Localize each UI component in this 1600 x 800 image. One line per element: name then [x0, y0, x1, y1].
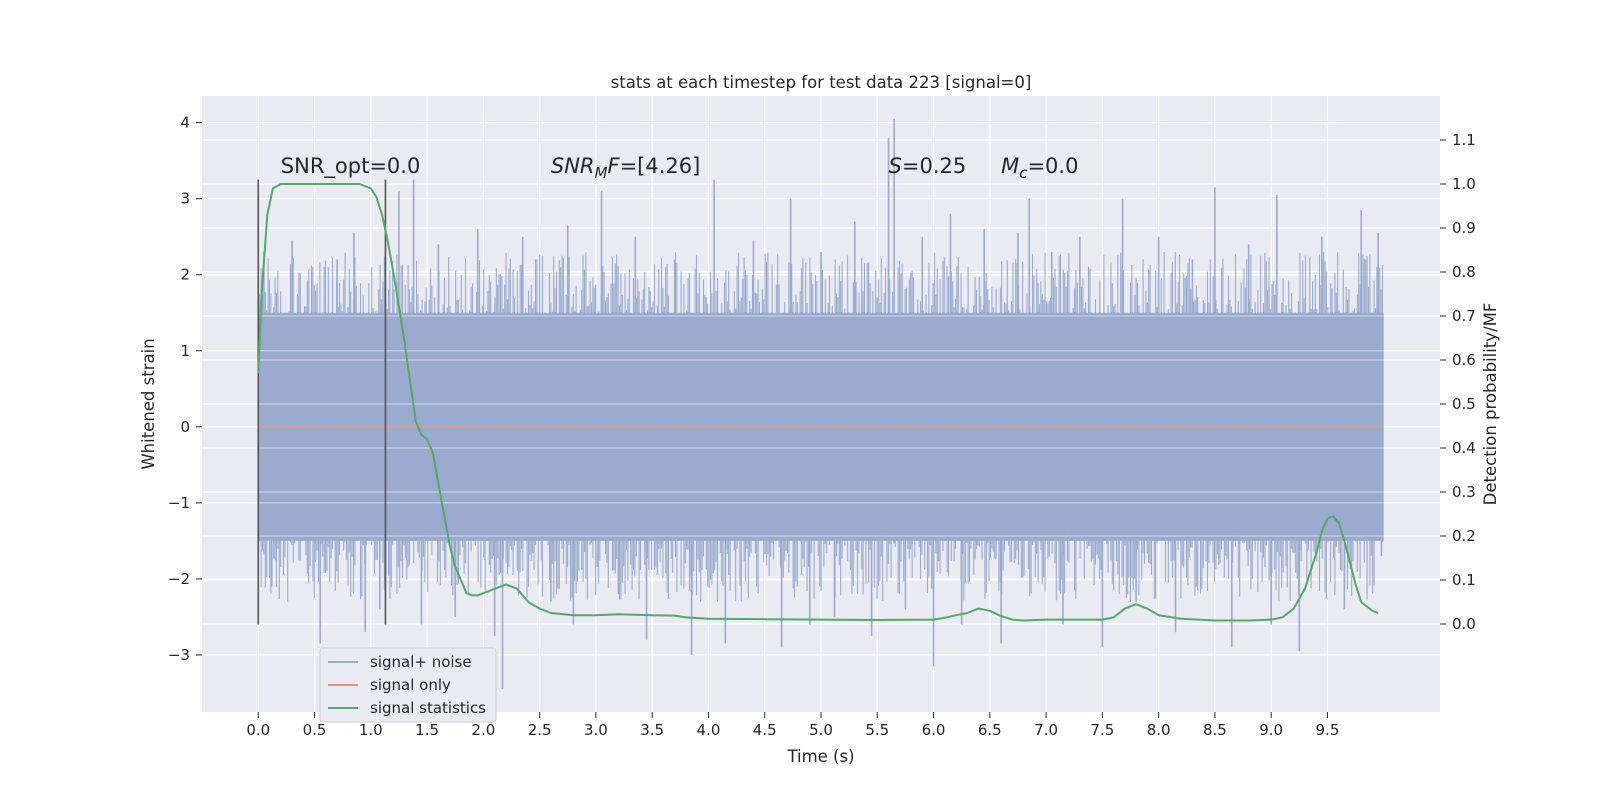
annotation-text: SNR_opt=0.0 [281, 154, 421, 179]
y-left-tick-label: 1 [180, 342, 190, 360]
annotation-part: =0.0 [1027, 154, 1078, 178]
legend-label-statistics: signal statistics [370, 699, 486, 717]
annotation-text: S=0.25 [889, 154, 967, 178]
statistics-line [257, 183, 1379, 622]
x-tick-label: 4.0 [697, 721, 721, 739]
x-tick-label: 7.0 [1034, 721, 1058, 739]
y-left-tick-label: 3 [180, 190, 190, 208]
legend-label-signal: signal only [370, 676, 451, 694]
y-right-tick-label: 0.6 [1452, 351, 1476, 369]
x-tick-label: 1.5 [415, 721, 439, 739]
x-tick-label: 2.0 [471, 721, 495, 739]
legend-label-noise: signal+ noise [370, 653, 472, 671]
x-tick-label: 3.5 [640, 721, 664, 739]
x-tick-label: 8.5 [1203, 721, 1227, 739]
x-tick-label: 9.5 [1316, 721, 1340, 739]
y-right-tick-label: 0.3 [1452, 483, 1476, 501]
y-right-tick-label: 0.1 [1452, 571, 1476, 589]
annotation-text: Mc=0.0 [1001, 154, 1078, 182]
annotation-part: SNR [551, 154, 595, 178]
y-left-tick-label: −2 [168, 570, 190, 588]
annotation-part: S [889, 154, 902, 178]
x-tick-label: 0.5 [303, 721, 327, 739]
annotation-part: =0.25 [902, 154, 966, 178]
window-markers [257, 179, 387, 625]
y-right-tick-label: 0.5 [1452, 395, 1476, 413]
y-left-tick-label: 2 [180, 266, 190, 284]
x-tick-label: 3.0 [584, 721, 608, 739]
y-right-tick-label: 0.8 [1452, 263, 1476, 281]
annotation-part: F [607, 154, 620, 178]
y-right-tick-label: 0.2 [1452, 527, 1476, 545]
annotation-part: c [1019, 164, 1028, 182]
x-tick-label: 0.0 [246, 721, 270, 739]
x-tick-label: 5.0 [809, 721, 833, 739]
annotation-text: SNRMF=[4.26] [551, 154, 700, 182]
annotations: SNR_opt=0.0 SNRMF=[4.26] S=0.25 Mc=0.0 [281, 154, 1079, 182]
x-axis-label: Time (s) [786, 747, 854, 766]
x-tick-label: 7.5 [1090, 721, 1114, 739]
y-axis-right-label: Detection probability/MF [1481, 303, 1500, 506]
annotation-part: M [595, 164, 608, 182]
y-axis-left-label: Whitened strain [139, 338, 158, 469]
x-tick-label: 6.0 [922, 721, 946, 739]
x-tick-label: 5.5 [865, 721, 889, 739]
y-left-tick-label: −1 [168, 494, 190, 512]
annotation-part: M [1001, 154, 1019, 178]
y-right-tick-label: 0.7 [1452, 307, 1476, 325]
y-right-tick-label: 1.0 [1452, 175, 1476, 193]
x-tick-label: 6.5 [978, 721, 1002, 739]
x-tick-label: 4.5 [753, 721, 777, 739]
y-right-tick-label: 1.1 [1452, 131, 1476, 149]
legend-box [319, 647, 497, 723]
y-right-tick-label: 0.4 [1452, 439, 1476, 457]
y-left-tick-label: 0 [180, 418, 190, 436]
legend: signal+ noise signal only signal statist… [319, 647, 497, 723]
x-tick-label: 9.0 [1259, 721, 1283, 739]
y-right-tick-label: 0.9 [1452, 219, 1476, 237]
y-right-tick-label: 0.0 [1452, 615, 1476, 633]
chart-title: stats at each timestep for test data 223… [611, 73, 1032, 92]
x-tick-label: 8.0 [1147, 721, 1171, 739]
annotation-part: =[4.26] [620, 154, 701, 178]
x-tick-label: 1.0 [359, 721, 383, 739]
x-tick-label: 2.5 [528, 721, 552, 739]
y-left-tick-label: 4 [180, 114, 190, 132]
y-left-tick-label: −3 [168, 646, 190, 664]
statistics-series [257, 183, 1379, 622]
